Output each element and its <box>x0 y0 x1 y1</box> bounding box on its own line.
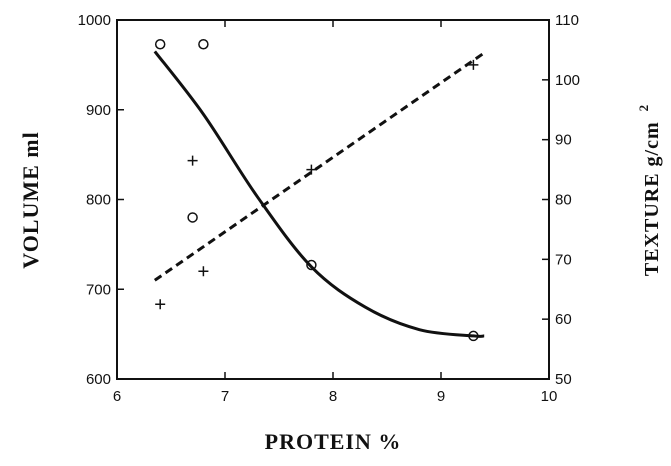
volume-point-circle <box>198 38 209 50</box>
y-right-axis-title-main: TEXTURE g/cm <box>641 121 663 276</box>
plot-frame <box>116 19 550 380</box>
texture-point-plus <box>187 155 198 166</box>
x-tick-label: 7 <box>221 388 229 405</box>
volume-fit-curve <box>153 50 485 338</box>
y-right-axis-title: TEXTURE g/cm 2 <box>636 104 663 276</box>
y-right-tick-label: 60 <box>555 311 572 328</box>
y-right-tick-label: 80 <box>555 192 572 209</box>
volume-point-circle <box>154 38 166 50</box>
x-axis-title: PROTEIN % <box>265 429 402 454</box>
y-left-axis-title: VOLUME ml <box>18 131 43 269</box>
y-left-tick-label: 1000 <box>78 12 111 29</box>
x-tick-label: 9 <box>437 388 445 405</box>
fit-lines <box>153 50 486 338</box>
volume-point-circle <box>306 259 317 271</box>
y-left-axis-ticks: 600 700 800 900 1000 <box>78 12 124 388</box>
texture-point-plus <box>306 164 317 175</box>
y-right-tick-label: 100 <box>555 72 580 89</box>
volume-point-circle <box>468 330 479 342</box>
y-right-tick-label: 90 <box>555 132 572 149</box>
volume-point-circle <box>187 212 198 223</box>
texture-point-plus <box>198 266 209 277</box>
y-left-tick-label: 800 <box>86 192 111 209</box>
y-right-axis-title-superscript: 2 <box>636 104 651 112</box>
y-left-tick-label: 900 <box>86 102 111 119</box>
texture-point-plus <box>155 299 166 310</box>
y-right-tick-label: 110 <box>555 12 579 29</box>
data-points <box>154 38 479 342</box>
x-axis-ticks: 6 7 8 9 10 <box>113 20 558 405</box>
y-left-tick-label: 600 <box>86 371 111 388</box>
x-tick-label: 6 <box>113 388 121 405</box>
x-tick-label: 8 <box>329 388 337 405</box>
y-right-tick-label: 50 <box>555 371 572 388</box>
texture-fit-line <box>153 51 486 282</box>
x-tick-label: 10 <box>541 388 558 405</box>
y-left-tick-label: 700 <box>86 281 111 298</box>
texture-point-plus <box>468 59 479 70</box>
y-right-tick-label: 70 <box>555 251 572 268</box>
y-right-axis-ticks: 50 60 70 80 90 100 110 <box>542 12 580 388</box>
